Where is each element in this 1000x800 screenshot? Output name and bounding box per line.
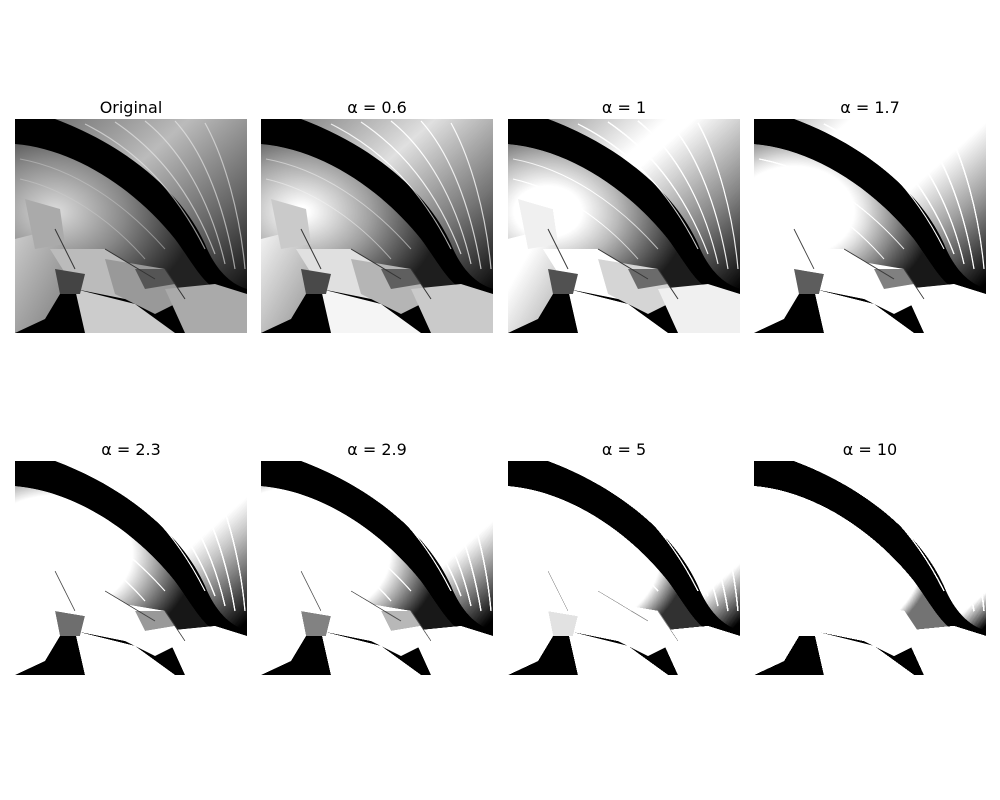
panel-title: α = 0.6 <box>347 98 407 117</box>
micrograph-image <box>15 119 247 333</box>
micrograph-image <box>508 461 740 675</box>
micrograph-image <box>754 119 986 333</box>
panel-title: α = 10 <box>842 440 898 459</box>
micrograph-image <box>754 461 986 675</box>
micrograph-image <box>15 461 247 675</box>
panel-title: α = 5 <box>601 440 647 459</box>
micrograph-image <box>261 461 493 675</box>
micrograph-image <box>508 119 740 333</box>
panel-title: α = 1 <box>601 98 647 117</box>
panel-title: Original <box>99 98 163 117</box>
micrograph-image <box>261 119 493 333</box>
panel-title: α = 2.3 <box>101 440 161 459</box>
panel-title: α = 2.9 <box>347 440 407 459</box>
panel-title: α = 1.7 <box>840 98 900 117</box>
